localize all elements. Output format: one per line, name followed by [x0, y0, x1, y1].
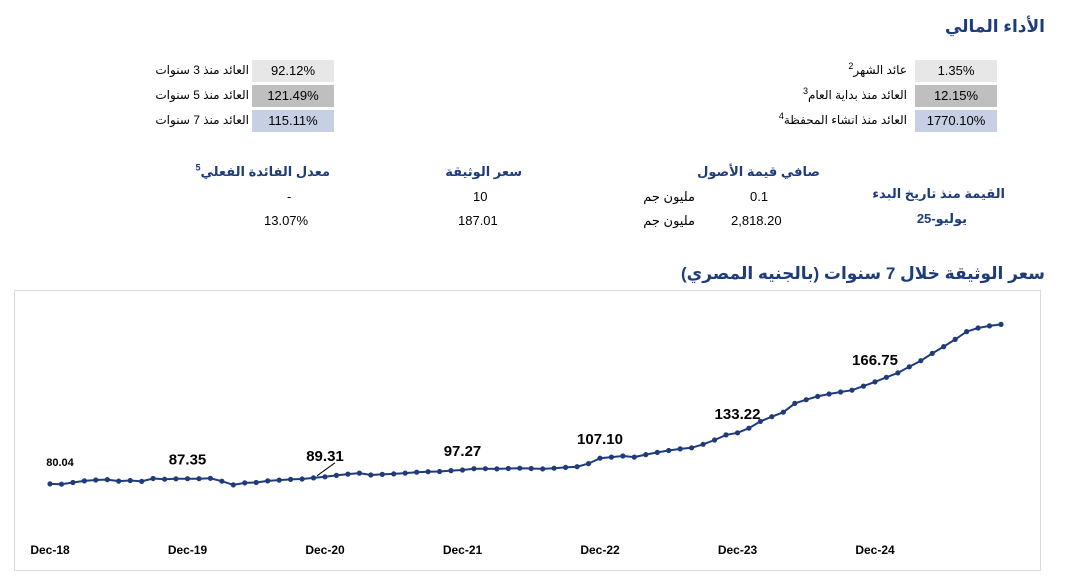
return-7y-value: 115.11% [252, 110, 334, 132]
header-effective-rate: معدل الفائدة الفعلي5 [195, 162, 330, 179]
row1-unit: مليون جم [643, 189, 695, 204]
return-7y-label: العائد منذ 7 سنوات [155, 113, 249, 127]
header-unit-price: سعر الوثيقة [445, 164, 522, 179]
return-3y-label: العائد منذ 3 سنوات [155, 63, 249, 77]
performance-title: الأداء المالي [944, 17, 1045, 36]
ytd-return-label: العائد منذ بداية العام3 [802, 86, 907, 103]
footnote-3: 3 [802, 86, 808, 96]
chart-frame [14, 290, 1041, 571]
row1-effective-rate: - [287, 189, 292, 204]
return-3y-value: 92.12% [252, 60, 334, 82]
month-return-value: 1.35% [915, 60, 997, 82]
row2-effective-rate: 13.07% [264, 213, 309, 228]
footnote-4: 4 [778, 111, 784, 121]
ytd-return-value: 12.15% [915, 85, 997, 107]
return-5y-label: العائد منذ 5 سنوات [155, 88, 249, 102]
row2-unit-price: 187.01 [458, 213, 498, 228]
row2-unit: مليون جم [643, 213, 695, 228]
chart-title: سعر الوثيقة خلال 7 سنوات (بالجنيه المصري… [680, 264, 1045, 283]
inception-return-value: 1770.10% [915, 110, 997, 132]
header-net-assets: صافي قيمة الأصول [697, 164, 820, 179]
inception-return-label: العائد منذ انشاء المحفظة4 [778, 111, 907, 128]
month-return-label: عائد الشهر2 [848, 61, 907, 78]
row1-unit-price: 10 [473, 189, 488, 204]
return-5y-value: 121.49% [252, 85, 334, 107]
footnote-2: 2 [848, 61, 854, 71]
row2-net-assets: 2,818.20 [731, 213, 782, 228]
footnote-5: 5 [195, 162, 201, 173]
header-since-start: القيمة منذ تاريخ البدء [872, 186, 1005, 201]
start-date: يوليو-25 [916, 211, 967, 226]
row1-net-assets: 0.1 [750, 189, 769, 204]
